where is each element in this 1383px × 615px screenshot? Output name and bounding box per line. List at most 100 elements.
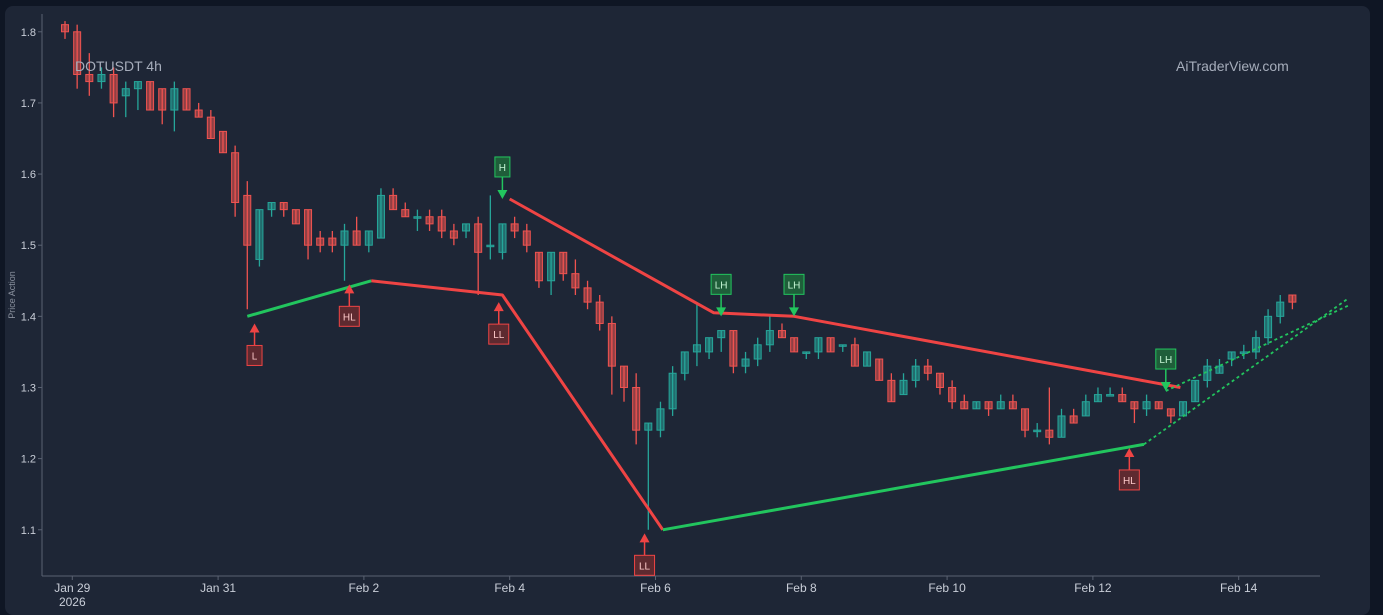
candle-up	[340, 230, 349, 246]
candle-down	[85, 73, 94, 83]
candle-up	[1239, 351, 1248, 354]
candle-down	[146, 81, 155, 111]
marker-arrow-head	[639, 533, 650, 543]
candle-up	[547, 251, 556, 282]
candle-down	[559, 251, 568, 275]
marker-box	[488, 323, 510, 345]
candle-down	[984, 401, 993, 410]
candle-down	[474, 223, 483, 253]
candle-up	[814, 337, 823, 353]
candle-up	[1203, 365, 1212, 381]
candle-up	[462, 223, 471, 232]
resistance-line	[508, 197, 1181, 389]
candle-down	[352, 230, 361, 246]
y-axis-label: Price Action	[7, 271, 17, 319]
candle-down	[534, 251, 543, 282]
candle-up	[413, 216, 422, 219]
marker-label: LL	[639, 561, 651, 572]
candle-up	[170, 88, 179, 111]
projection-line	[1143, 297, 1349, 446]
candle-down	[571, 273, 580, 289]
marker-label: LL	[493, 330, 505, 341]
candle-down	[73, 31, 82, 75]
marker-arrow-head	[344, 284, 355, 294]
candle-up	[376, 194, 385, 239]
candle-up	[656, 408, 665, 431]
candle-up	[1179, 401, 1188, 417]
marker-box	[634, 554, 656, 576]
candle-up	[364, 230, 373, 246]
marker-box	[338, 305, 360, 327]
candle-down	[850, 344, 859, 367]
candle-down	[316, 237, 325, 246]
candle-down	[1130, 401, 1139, 410]
candle-up	[644, 422, 653, 431]
candle-down	[1069, 415, 1078, 424]
candle-down	[583, 287, 592, 303]
candle-up	[899, 379, 908, 396]
marker-box	[1155, 348, 1177, 370]
candle-up	[498, 223, 507, 253]
x-tick-label: Feb 10	[928, 581, 966, 595]
candle-up	[668, 372, 677, 410]
marker-arrow-head	[497, 189, 508, 199]
x-tick-label: Feb 14	[1220, 581, 1258, 595]
marker-arrow-head	[716, 307, 727, 317]
y-tick-label: 1.2	[21, 454, 36, 466]
candle-up	[911, 365, 920, 381]
marker-label: H	[499, 163, 506, 174]
candle-up	[1106, 394, 1115, 397]
candle-down	[522, 230, 531, 246]
candle-down	[206, 116, 215, 139]
marker-box	[1118, 469, 1140, 491]
marker-label: LH	[1159, 355, 1172, 366]
candle-up	[717, 330, 726, 339]
candle-up	[753, 344, 762, 360]
marker-arrow-head	[789, 307, 799, 317]
x-tick-label: Feb 8	[786, 581, 817, 595]
candle-down	[1166, 408, 1175, 417]
candle-down	[620, 365, 629, 388]
marker-box	[246, 344, 263, 366]
candle-down	[279, 202, 288, 211]
candle-down	[61, 24, 69, 33]
candle-up	[680, 351, 689, 374]
candle-down	[218, 130, 227, 154]
y-tick-label: 1.3	[21, 382, 36, 394]
candle-down	[777, 330, 786, 339]
candle-up	[486, 244, 495, 248]
candle-up	[972, 401, 981, 410]
candle-down	[1288, 294, 1297, 303]
candle-down	[437, 216, 446, 232]
candle-up	[741, 358, 750, 367]
candle-down	[425, 216, 434, 225]
candle-up	[692, 344, 701, 353]
candle-up	[838, 344, 847, 347]
marker-label: HL	[343, 312, 356, 323]
marker-arrow-head	[493, 302, 504, 312]
x-tick-label: Feb 4	[494, 581, 525, 595]
candle-down	[1045, 429, 1054, 438]
candle-up	[133, 81, 142, 90]
chart-panel: 1.1 1.2 1.3 1.4 1.5 1.6 1.7 1.8 Jan 29 2026 Jan 31…	[5, 6, 1370, 615]
marker-label: L	[252, 351, 258, 362]
candle-down	[291, 209, 300, 225]
candle-up	[255, 209, 264, 260]
y-tick-label: 1.1	[21, 525, 36, 537]
candle-down	[607, 322, 616, 367]
lows-trend-line	[371, 279, 665, 531]
candle-down	[389, 194, 398, 211]
candle-down	[790, 337, 799, 353]
candle-up	[267, 202, 276, 211]
candle-up	[996, 401, 1005, 410]
candle-down	[923, 365, 932, 374]
candle-down	[194, 109, 203, 118]
candle-down	[1154, 401, 1163, 410]
candle-up	[1057, 415, 1066, 438]
marker-arrow-head	[249, 323, 260, 333]
marker-box	[494, 156, 511, 178]
candle-up	[1142, 401, 1151, 410]
brand-label: AiTraderView.com	[1176, 58, 1289, 74]
candle-down	[632, 386, 641, 431]
candle-down	[449, 230, 458, 239]
